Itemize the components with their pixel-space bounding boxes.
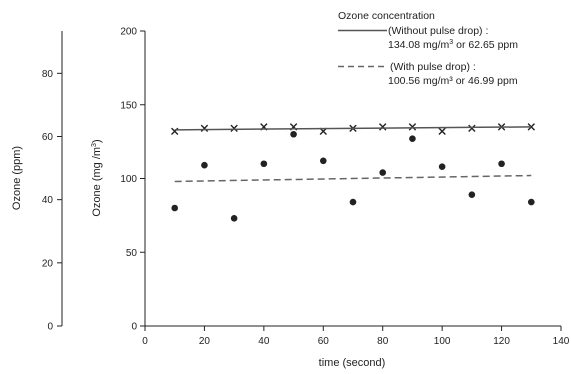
- secondary-y-tick-label: 20: [42, 258, 54, 269]
- legend-dashed-label: (With pulse drop) :: [390, 61, 476, 73]
- dot-marker-point: [468, 191, 476, 199]
- dot-marker-point: [171, 204, 179, 212]
- x-marker-point: [408, 123, 417, 131]
- legend-dashed-value: 100.56 mg/m³ or 46.99 ppm: [388, 75, 518, 87]
- secondary-y-axis-label: Ozone (ppm): [11, 146, 23, 210]
- x-marker-point: [468, 124, 476, 133]
- secondary-y-tick-label: 80: [42, 69, 54, 80]
- y-tick-label: 0: [131, 322, 137, 333]
- dashed-average-line: [174, 174, 532, 183]
- dot-marker-point: [498, 160, 505, 168]
- dot-marker-point: [319, 157, 327, 165]
- plot-area: [171, 123, 535, 222]
- x-marker-point: [379, 123, 387, 131]
- x-tick-label: 80: [377, 336, 389, 347]
- secondary-y-tick-label: 40: [42, 195, 54, 206]
- legend: Ozone concentration (Without pulse drop)…: [338, 10, 518, 87]
- x-axis-label: time (second): [319, 357, 386, 369]
- y-tick-label: 150: [120, 100, 137, 111]
- x-marker-point: [230, 124, 238, 133]
- x-marker-point: [527, 123, 535, 131]
- x-marker-point: [438, 127, 446, 135]
- x-tick-label: 60: [318, 336, 330, 347]
- secondary-y-tick-label: 0: [47, 322, 53, 333]
- x-tick-label: 0: [142, 336, 148, 347]
- dot-marker-point: [260, 160, 268, 168]
- x-axis: 0 20 40 60 80 100 120 140: [142, 325, 570, 347]
- legend-title: Ozone concentration: [338, 10, 435, 22]
- secondary-y-tick-label: 60: [42, 132, 54, 143]
- x-tick-label: 140: [553, 336, 570, 347]
- x-tick-label: 20: [199, 336, 211, 347]
- x-tick-label: 120: [493, 336, 510, 347]
- y-tick-label: 50: [126, 248, 138, 259]
- dot-marker-point: [379, 169, 387, 176]
- x-tick-label: 100: [434, 336, 451, 347]
- primary-y-axis: 0 50 100 150 200: [120, 27, 146, 333]
- dot-marker-point: [438, 163, 446, 170]
- dot-marker-point: [201, 161, 208, 169]
- legend-solid-label: (Without pulse drop) :: [388, 25, 488, 37]
- primary-y-axis-label: Ozone (mg /m3): [91, 139, 103, 216]
- dot-marker-point: [290, 130, 297, 138]
- x-tick-label: 40: [258, 336, 270, 347]
- dot-marker-point: [527, 198, 535, 206]
- solid-average-line: [174, 126, 532, 131]
- x-marker-point: [200, 124, 209, 133]
- y-tick-label: 200: [120, 27, 137, 38]
- dot-marker-point: [409, 135, 416, 142]
- dot-marker-point: [349, 198, 357, 206]
- secondary-y-axis: 0 20 40 60 80: [42, 31, 63, 333]
- dot-marker-point: [230, 215, 238, 222]
- y-tick-label: 100: [120, 174, 137, 185]
- legend-solid-value: 134.08 mg/m3 or 62.65 ppm: [388, 39, 518, 51]
